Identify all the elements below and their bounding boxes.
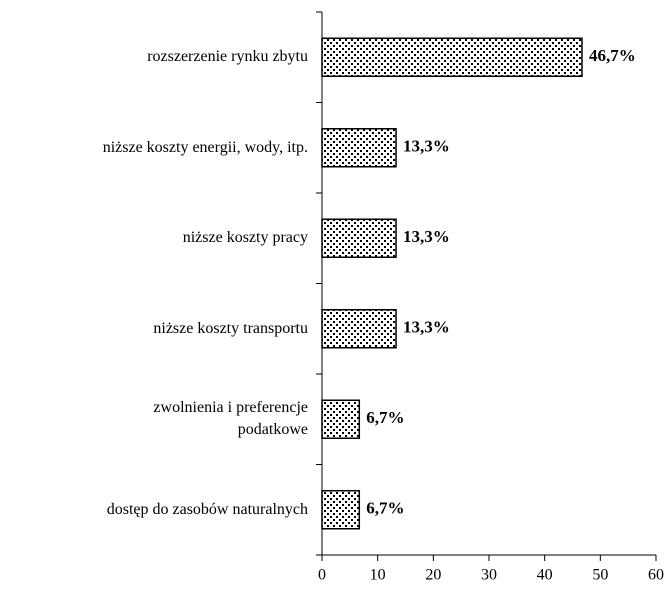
bar bbox=[321, 309, 397, 349]
y-tick-label: niższe koszty transportu bbox=[153, 319, 308, 337]
bar bbox=[321, 490, 361, 530]
value-label: 6,7% bbox=[366, 499, 404, 518]
value-label: 6,7% bbox=[366, 408, 404, 427]
value-label: 13,3% bbox=[403, 137, 450, 156]
value-label: 13,3% bbox=[403, 318, 450, 337]
bar bbox=[321, 218, 397, 258]
value-label: 46,7% bbox=[589, 46, 636, 65]
x-tick-label: 30 bbox=[481, 567, 497, 584]
x-tick-label: 40 bbox=[537, 567, 553, 584]
x-tick-label: 20 bbox=[425, 567, 441, 584]
x-tick-label: 60 bbox=[648, 567, 664, 584]
bar bbox=[321, 399, 361, 439]
y-tick-label: rozszerzenie rynku zbytu bbox=[147, 48, 308, 66]
y-tick-label: dostęp do zasobów naturalnych bbox=[106, 500, 308, 518]
y-tick-label: zwolnienia i preferencje podatkowe bbox=[153, 399, 308, 439]
value-label: 13,3% bbox=[403, 227, 450, 246]
bar bbox=[321, 37, 583, 77]
bar bbox=[321, 128, 397, 168]
x-tick-label: 0 bbox=[318, 567, 326, 584]
y-tick-label: niższe koszty pracy bbox=[182, 229, 308, 247]
x-tick-label: 10 bbox=[370, 567, 386, 584]
y-tick-label: niższe koszty energii, wody, itp. bbox=[102, 138, 308, 156]
x-tick-label: 50 bbox=[592, 567, 608, 584]
